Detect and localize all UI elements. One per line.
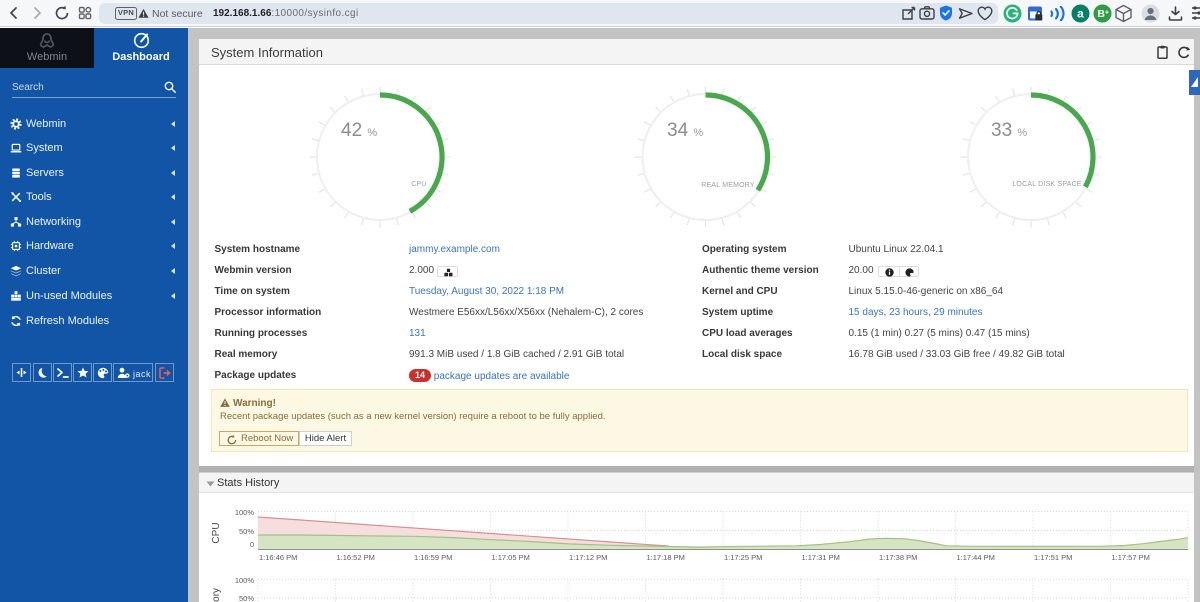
svg-text:a: a — [1077, 7, 1084, 21]
svg-text:B: B — [1097, 8, 1105, 20]
svg-text:+: + — [1105, 8, 1110, 17]
